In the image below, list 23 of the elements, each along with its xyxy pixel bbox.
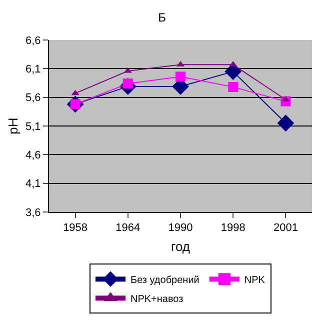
x-tick-label: 1998: [220, 222, 246, 234]
y-tick-label: 4,1: [26, 178, 41, 190]
x-tick-label: 2001: [273, 222, 298, 234]
x-tick-label: 1990: [168, 222, 193, 234]
point: [228, 82, 238, 92]
legend-label: Без удобрений: [130, 275, 200, 286]
x-tick-label: 1958: [63, 222, 88, 234]
chart-title: Б: [158, 10, 166, 24]
y-tick-label: 3,6: [26, 206, 41, 219]
y-tick-label: 4,6: [26, 150, 41, 162]
y-axis-title: pH: [5, 118, 20, 134]
y-tick-label: 6,1: [26, 64, 41, 76]
x-tick-label: 1964: [116, 222, 140, 234]
point: [176, 72, 186, 82]
point: [124, 67, 132, 73]
x-axis-title: год: [171, 238, 190, 254]
point: [277, 114, 294, 132]
legend-label: NPK+навоз: [130, 294, 184, 305]
y-tick-label: 5,1: [26, 120, 41, 133]
y-tick-label: 6,6: [26, 34, 41, 47]
legend-label: NPK: [244, 275, 266, 286]
y-tick-label: 5,6: [26, 92, 41, 104]
point: [71, 90, 80, 96]
